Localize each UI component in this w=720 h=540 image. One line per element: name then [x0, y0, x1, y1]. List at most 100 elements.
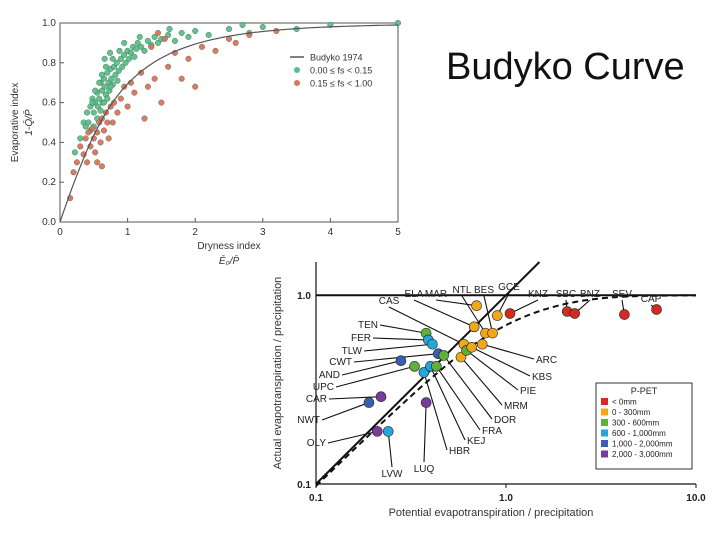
scatter-point-low-fs [109, 55, 116, 62]
legend-label: 2,000 - 3,000mm [612, 450, 673, 459]
site-point-dor [438, 350, 449, 361]
site-label: KNZ [528, 289, 548, 300]
site-label: ARC [536, 355, 557, 366]
site-label: CAR [306, 394, 327, 405]
x-axis-label: Dryness index [197, 241, 260, 252]
scatter-point-high-fs [212, 47, 219, 54]
legend-label: Budyko 1974 [310, 53, 363, 63]
site-label: FER [351, 333, 371, 344]
x-tick-label: 3 [260, 227, 266, 238]
scatter-point-low-fs [225, 25, 232, 32]
scatter-point-low-fs [116, 47, 123, 54]
annotation-arrow [471, 346, 531, 377]
legend-marker [294, 80, 300, 86]
legend-label: 300 - 600mm [612, 419, 659, 428]
scatter-point-low-fs [84, 109, 91, 116]
legend-label: 0.15 ≤ fs < 1.00 [310, 79, 372, 89]
legend-label: 0 - 300mm [612, 408, 651, 417]
legend-swatch [601, 429, 608, 437]
scatter-point-high-fs [198, 43, 205, 50]
site-label: UPC [313, 382, 334, 393]
scatter-point-low-fs [192, 27, 199, 34]
x-tick-label: 5 [395, 227, 401, 238]
site-label: BES [474, 285, 494, 296]
scatter-point-low-fs [178, 29, 185, 36]
scatter-point-high-fs [92, 149, 99, 156]
site-point-cap [651, 304, 662, 315]
annotation-arrow [460, 356, 503, 406]
scatter-point-low-fs [166, 25, 173, 32]
site-label: SEV [612, 289, 632, 300]
legend-box [595, 382, 693, 470]
annotation-arrow [435, 299, 477, 307]
site-label: ELA [405, 289, 424, 300]
site-label: MAR [425, 289, 447, 300]
scatter-point-low-fs [97, 107, 104, 114]
site-label: LUQ [414, 464, 435, 475]
site-point-bnz [569, 308, 581, 319]
annotation-arrow [327, 430, 378, 444]
scatter-point-low-fs [121, 39, 128, 46]
scatter-point-low-fs [122, 59, 129, 66]
scatter-point-high-fs [94, 159, 101, 166]
scatter-point-high-fs [144, 83, 151, 90]
annotation-arrow [483, 295, 494, 334]
scatter-point-low-fs [104, 95, 111, 102]
scatter-point-low-fs [90, 109, 97, 116]
legend-swatch [601, 398, 608, 405]
x-axis-expression: Ē₀/P̄ [219, 254, 240, 267]
slide-title: Budyko Curve [446, 46, 685, 88]
scatter-point-low-fs [119, 63, 126, 70]
scatter-point-high-fs [165, 63, 172, 70]
legend-title: P-PET [631, 386, 658, 396]
site-label: MRM [504, 401, 528, 412]
site-label: OLY [307, 438, 327, 449]
site-point-tlw [427, 338, 438, 350]
legend-swatch [601, 419, 608, 426]
site-label: CAS [379, 296, 400, 307]
annotation-arrow [443, 355, 493, 420]
scatter-point-low-fs [131, 53, 138, 60]
legend-label: 1,000 - 2,000mm [612, 440, 673, 449]
site-label: DOR [494, 415, 516, 426]
scatter-point-high-fs [185, 55, 192, 62]
site-label: AND [319, 370, 340, 381]
budyko-curve [59, 24, 398, 223]
x-tick-label: 1.0 [499, 493, 513, 504]
scatter-point-low-fs [108, 75, 115, 82]
scatter-point-high-fs [89, 125, 96, 132]
annotation-arrow [387, 431, 393, 468]
scatter-point-low-fs [107, 49, 114, 56]
scatter-point-high-fs [148, 43, 155, 50]
site-label: HBR [449, 446, 470, 457]
y-tick-label: 1.0 [297, 291, 311, 302]
site-label: LVW [382, 469, 403, 480]
scatter-point-low-fs [77, 135, 84, 142]
site-point-hbr [418, 367, 430, 378]
scatter-point-low-fs [71, 149, 78, 156]
scatter-point-low-fs [117, 55, 124, 62]
scatter-point-low-fs [104, 69, 111, 76]
annotation-arrow [335, 365, 415, 388]
legend-marker [294, 67, 300, 73]
site-label: CWT [329, 357, 352, 368]
scatter-point-low-fs [107, 83, 114, 90]
site-point-bes [487, 327, 498, 339]
site-point-and [395, 355, 407, 366]
y-tick-label: 0.4 [42, 137, 56, 148]
annotation-arrow [423, 402, 427, 463]
site-label: CAP [641, 294, 662, 305]
annotation-arrow [363, 343, 433, 352]
x-tick-label: 10.0 [686, 493, 706, 504]
y-tick-label: 0.6 [42, 98, 56, 109]
scatter-point-high-fs [151, 75, 158, 82]
site-label: TLW [342, 346, 363, 357]
scatter-point-low-fs [151, 33, 158, 40]
site-label: NTL [453, 285, 472, 296]
scatter-point-high-fs [117, 95, 124, 102]
site-point-sev [619, 309, 630, 320]
legend-swatch [601, 440, 608, 447]
annotation-arrow [379, 324, 427, 334]
scatter-point-low-fs [144, 37, 151, 44]
